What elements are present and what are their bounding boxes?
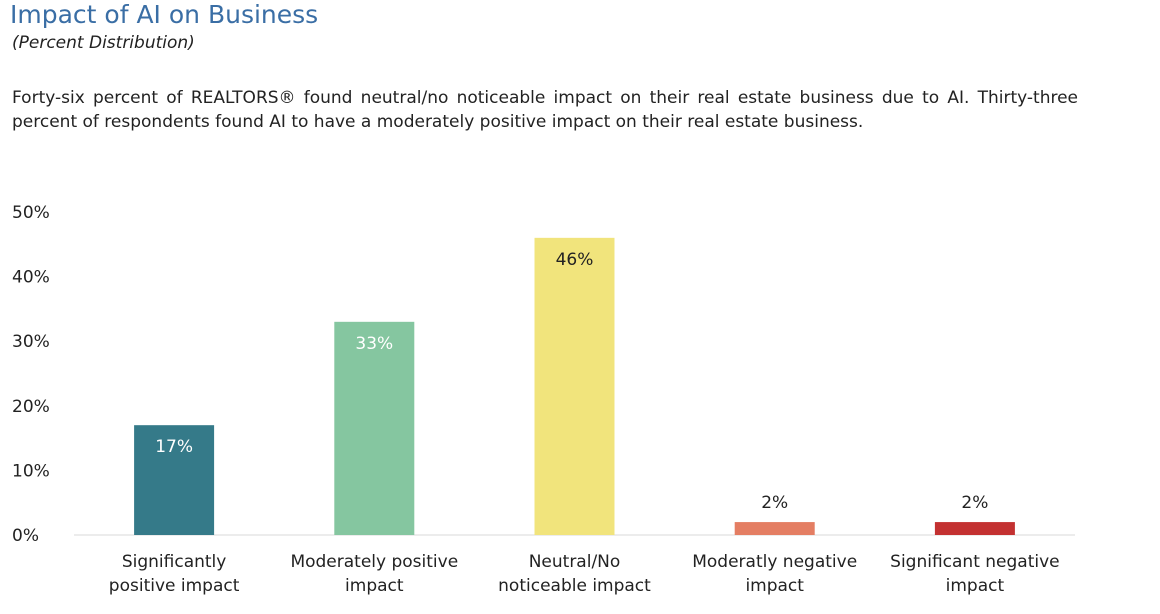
intro-paragraph: Forty-six percent of REALTORS® found neu…: [12, 88, 1078, 132]
data-label: 46%: [556, 250, 594, 270]
category-label: Significant negative: [890, 552, 1059, 572]
data-label: 2%: [961, 493, 988, 513]
y-tick-label: 50%: [12, 203, 50, 223]
bar: [534, 237, 615, 535]
bar: [134, 425, 215, 535]
data-label: 17%: [155, 437, 193, 457]
y-tick-label: 40%: [12, 268, 50, 288]
data-label: 2%: [761, 493, 788, 513]
y-tick-label: 20%: [12, 397, 50, 417]
category-label: impact: [745, 576, 804, 596]
y-tick-label: 30%: [12, 332, 50, 352]
category-label: impact: [345, 576, 404, 596]
bar: [734, 522, 815, 535]
page-title: Impact of AI on Business: [10, 0, 319, 29]
category-label: Moderately positive: [290, 552, 458, 572]
y-tick-label: 0%: [12, 526, 39, 546]
bar: [934, 522, 1015, 535]
category-label: Significantly: [122, 552, 227, 572]
category-label: noticeable impact: [498, 576, 651, 596]
category-label: Neutral/No: [529, 552, 621, 572]
page-subtitle: (Percent Distribution): [12, 33, 195, 53]
data-label: 33%: [355, 334, 393, 354]
category-label: impact: [946, 576, 1005, 596]
bar: [334, 321, 415, 535]
y-tick-label: 10%: [12, 461, 50, 481]
category-label: Moderatly negative: [692, 552, 857, 572]
category-label: positive impact: [109, 576, 240, 596]
